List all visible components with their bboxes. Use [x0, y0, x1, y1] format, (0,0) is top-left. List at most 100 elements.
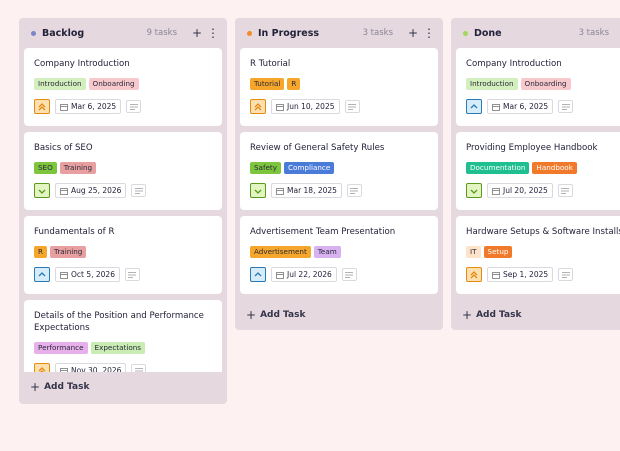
priority-icon[interactable]	[34, 183, 50, 198]
menu-icon	[134, 187, 143, 194]
add-task[interactable]: + Add Task	[235, 300, 443, 330]
task-title: Providing Employee Handbook	[466, 143, 598, 153]
task-card[interactable]: Details of the Position and Performance …	[24, 300, 222, 372]
add-task-label: Add Task	[260, 310, 306, 320]
tag: Introduction	[466, 78, 518, 90]
chevron	[254, 189, 262, 194]
add-task[interactable]: + Add Task	[451, 300, 620, 330]
task-card[interactable]: Company Introduction Introduction Onboardi…	[456, 48, 620, 126]
chevron	[254, 102, 262, 110]
add-button[interactable]: +	[407, 26, 419, 40]
card-footer: Mar 6, 2025	[34, 99, 212, 114]
tag: Team	[313, 246, 341, 258]
add-button[interactable]: +	[191, 26, 203, 40]
priority-icon[interactable]	[466, 183, 482, 198]
menu-icon	[345, 271, 354, 278]
due-date[interactable]: Jul 22, 2026	[271, 267, 337, 282]
add-task-label: Add Task	[476, 310, 522, 320]
task-card[interactable]: Fundamentals of R R Training Oct 5, 2026	[24, 216, 222, 294]
due-date[interactable]: Oct 5, 2026	[55, 267, 120, 282]
card-menu[interactable]	[557, 184, 573, 197]
card-menu[interactable]	[346, 184, 362, 197]
tag: Setup	[483, 246, 513, 258]
date-text: Mar 6, 2025	[503, 102, 549, 111]
add-task-label: Add Task	[44, 382, 90, 392]
calendar-icon	[492, 187, 500, 195]
priority-icon[interactable]	[466, 99, 482, 114]
due-date[interactable]: Mar 6, 2025	[55, 99, 122, 114]
more-button[interactable]: ⋮	[423, 26, 435, 40]
priority-icon[interactable]	[250, 99, 266, 114]
menu-icon	[129, 103, 138, 110]
add-task[interactable]: + Add Task	[19, 372, 227, 402]
column-title: In Progress	[258, 27, 320, 39]
task-count: 9 tasks	[146, 28, 177, 38]
more-button[interactable]: ⋮	[207, 26, 219, 40]
tags: R Training	[34, 246, 212, 258]
card-menu[interactable]	[341, 268, 357, 281]
task-card[interactable]: Hardware Setups & Software Installs IT Set…	[456, 216, 620, 294]
tag: R	[287, 78, 301, 90]
tags: IT Setup	[466, 246, 620, 258]
tags: SEO Training	[34, 162, 212, 174]
priority-icon[interactable]	[34, 267, 50, 282]
chevron	[470, 103, 478, 108]
date-text: Sep 1, 2025	[503, 270, 549, 279]
due-date[interactable]: Mar 6, 2025	[487, 99, 554, 114]
menu-icon	[561, 271, 570, 278]
tags: Safety Compliance	[250, 162, 428, 174]
tag: Advertisement	[250, 246, 311, 258]
task-title: Advertisement Team Presentation	[250, 227, 396, 237]
column-header: Backlog 9 tasks + ⋮	[19, 18, 227, 48]
column-title: Done	[474, 27, 502, 39]
task-count: 3 tasks	[362, 28, 393, 38]
tags: Performance Expectations	[34, 342, 212, 354]
due-date[interactable]: Aug 25, 2026	[55, 183, 127, 198]
due-date[interactable]: Jun 10, 2025	[271, 99, 340, 114]
task-title: Basics of SEO	[34, 143, 93, 153]
priority-icon[interactable]	[34, 99, 50, 114]
calendar-icon	[60, 367, 68, 372]
tag: Documentation	[466, 162, 530, 174]
card-menu[interactable]	[126, 100, 142, 113]
task-card[interactable]: Providing Employee Handbook Documentation…	[456, 132, 620, 210]
due-date[interactable]: Jul 20, 2025	[487, 183, 553, 198]
card-footer: Sep 1, 2025	[466, 267, 620, 282]
card-menu[interactable]	[344, 100, 360, 113]
card-list: Company Introduction Introduction Onboardi…	[451, 48, 620, 300]
priority-icon[interactable]	[34, 363, 50, 372]
task-card[interactable]: R Tutorial Tutorial R Jun 10, 2025	[240, 48, 438, 126]
card-menu[interactable]	[131, 364, 147, 372]
tag: Safety	[250, 162, 281, 174]
card-menu[interactable]	[558, 100, 574, 113]
menu-icon	[561, 187, 570, 194]
card-list: R Tutorial Tutorial R Jun 10, 2025 Review of…	[235, 48, 443, 300]
priority-icon[interactable]	[466, 267, 482, 282]
card-menu[interactable]	[131, 184, 147, 197]
date-text: Nov 30, 2026	[71, 366, 122, 372]
calendar-icon	[492, 103, 500, 111]
priority-icon[interactable]	[250, 183, 266, 198]
tag: IT	[466, 246, 481, 258]
due-date[interactable]: Nov 30, 2026	[55, 363, 127, 372]
due-date[interactable]: Mar 18, 2025	[271, 183, 342, 198]
priority-icon[interactable]	[250, 267, 266, 282]
task-card[interactable]: Advertisement Team Presentation Advertise…	[240, 216, 438, 294]
chevron	[470, 270, 478, 278]
task-card[interactable]: Company Introduction Introduction Onboardi…	[24, 48, 222, 126]
menu-icon	[350, 187, 359, 194]
tags: Advertisement Team	[250, 246, 428, 258]
due-date[interactable]: Sep 1, 2025	[487, 267, 554, 282]
tag: SEO	[34, 162, 57, 174]
card-menu[interactable]	[124, 268, 140, 281]
card-menu[interactable]	[558, 268, 574, 281]
calendar-icon	[492, 271, 500, 279]
tag: Expectations	[90, 342, 146, 354]
date-text: Jun 10, 2025	[287, 102, 335, 111]
task-card[interactable]: Review of General Safety Rules Safety Comp…	[240, 132, 438, 210]
task-card[interactable]: Basics of SEO SEO Training Aug 25, 2026	[24, 132, 222, 210]
tag: Handbook	[532, 162, 577, 174]
task-count: 3 tasks	[578, 28, 609, 38]
chevron	[38, 271, 46, 276]
